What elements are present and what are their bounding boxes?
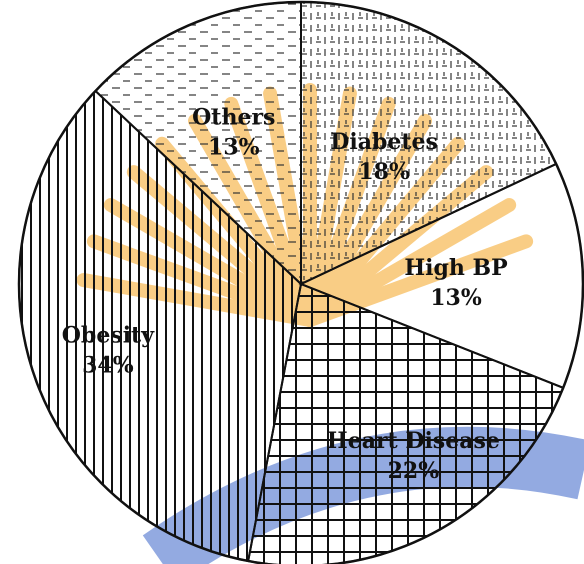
slice-label-diabetes: Diabetes [330, 129, 438, 155]
slice-label-obesity: Obesity [62, 323, 155, 349]
slice-label-others: Others [192, 105, 275, 131]
pie-outline [17, 0, 584, 564]
pie-slices [18, 0, 584, 564]
slice-labels: Diabetes 18% High BP 13% Heart Disease 22% Obe… [62, 105, 508, 484]
slice-value-high-bp: 13% [430, 285, 482, 311]
slice-value-others: 13% [208, 135, 260, 161]
slice-label-high-bp: High BP [404, 255, 507, 281]
slice-value-diabetes: 18% [358, 159, 410, 185]
slice-value-heart-disease: 22% [388, 458, 440, 484]
slice-value-obesity: 34% [82, 353, 134, 379]
slice-label-heart-disease: Heart Disease [327, 428, 500, 454]
